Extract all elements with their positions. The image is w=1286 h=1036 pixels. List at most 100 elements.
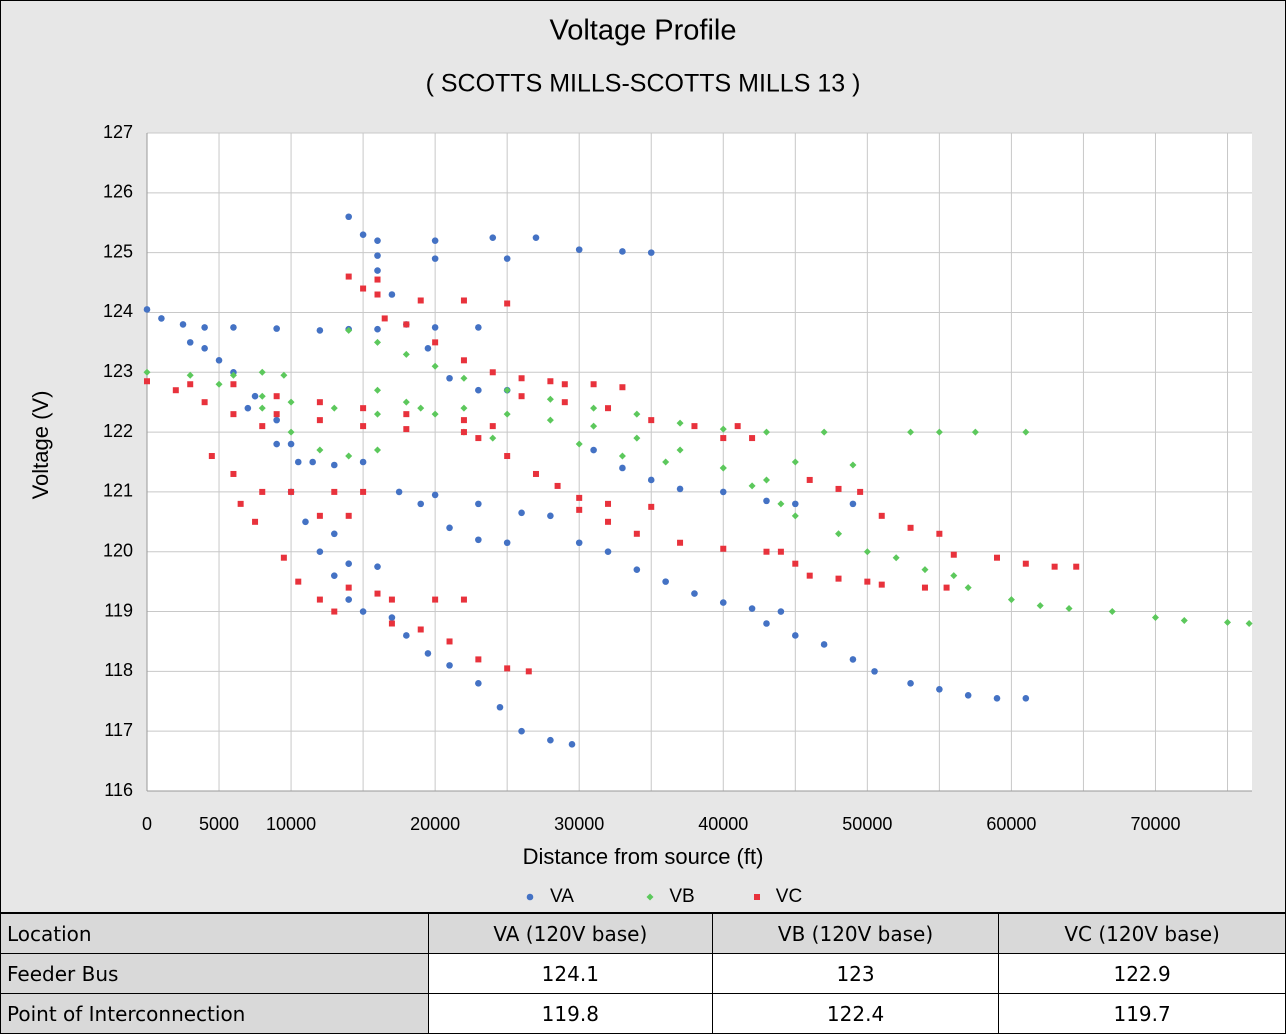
data-point [345, 326, 353, 334]
cell: 122.4 [711, 993, 1000, 1034]
y-tick-label: 123 [103, 361, 133, 381]
data-point [359, 458, 367, 466]
data-point [388, 596, 395, 603]
data-point [417, 404, 425, 412]
data-point [719, 464, 727, 472]
x-tick-label: 40000 [698, 814, 748, 834]
data-point [475, 500, 482, 508]
data-point [590, 446, 597, 454]
data-point [475, 656, 482, 663]
data-point [431, 362, 439, 370]
data-point [460, 357, 467, 364]
y-axis-label: Voltage (V) [28, 391, 53, 500]
legend-marker [526, 893, 534, 901]
legend-marker [754, 894, 760, 900]
data-point [251, 392, 259, 400]
data-point [460, 596, 467, 603]
data-point [878, 512, 885, 519]
data-point [374, 410, 382, 418]
data-point [892, 554, 900, 562]
data-point [849, 500, 857, 508]
data-point [619, 464, 626, 472]
data-point [1022, 560, 1029, 567]
data-point [503, 410, 511, 418]
data-point [252, 518, 259, 525]
data-point [590, 422, 598, 430]
data-point [835, 530, 843, 538]
data-point [857, 488, 864, 495]
data-point [575, 246, 583, 253]
data-point [258, 392, 266, 400]
data-point [374, 325, 381, 333]
data-point [777, 608, 785, 615]
data-point [316, 417, 323, 424]
cell: 123 [711, 953, 1000, 994]
table-row: Feeder Bus 124.1 123 122.9 [0, 953, 1286, 994]
data-point [763, 620, 770, 627]
data-point [575, 440, 583, 448]
data-point [719, 488, 727, 496]
data-point [273, 411, 280, 418]
data-point [475, 435, 482, 442]
data-point [403, 321, 410, 328]
data-point [388, 614, 396, 621]
legend-label: VB [669, 886, 694, 907]
data-point [907, 524, 914, 531]
summary-table: Location VA (120V base) VB (120V base) V… [0, 913, 1286, 1034]
data-point [633, 434, 641, 442]
data-point [201, 345, 208, 352]
data-point [792, 500, 799, 508]
x-tick-label: 20000 [410, 814, 460, 834]
data-point [431, 237, 439, 244]
data-point [590, 404, 598, 412]
data-point [749, 435, 756, 442]
x-tick-label: 60000 [986, 814, 1036, 834]
table-row: Point of Interconnection 119.8 122.4 119… [0, 993, 1286, 1034]
x-tick-label: 10000 [266, 814, 316, 834]
table-header: Location VA (120V base) VB (120V base) V… [0, 913, 1286, 954]
cell: 119.7 [998, 993, 1286, 1034]
data-point [546, 395, 554, 403]
y-tick-label: 118 [104, 660, 133, 680]
data-point [935, 428, 943, 436]
data-point [374, 237, 381, 244]
data-point [316, 327, 324, 334]
header-cell: VC (120V base) [998, 913, 1286, 954]
data-point [172, 387, 179, 394]
data-point [943, 584, 950, 591]
data-point [374, 291, 381, 298]
y-tick-label: 126 [103, 182, 133, 202]
data-point [907, 680, 914, 687]
data-point [1022, 694, 1030, 702]
data-point [374, 252, 381, 259]
data-point [547, 512, 554, 520]
y-tick-label: 127 [103, 122, 133, 142]
data-point [179, 321, 187, 328]
data-point [950, 551, 957, 558]
data-point [302, 518, 309, 526]
data-point [294, 458, 302, 466]
data-point [359, 231, 367, 238]
data-point [691, 590, 698, 597]
data-point [971, 428, 979, 436]
data-point [835, 575, 842, 582]
data-point [360, 423, 367, 430]
data-point [763, 548, 770, 555]
data-point [763, 497, 770, 505]
y-tick-label: 116 [104, 780, 133, 800]
data-point [309, 458, 316, 466]
data-point [330, 530, 338, 538]
data-point [547, 736, 554, 744]
header-cell: VB (120V base) [711, 913, 1000, 954]
data-point [546, 416, 554, 424]
data-point [417, 626, 424, 633]
data-point [388, 620, 395, 627]
data-point [330, 461, 338, 469]
data-point [489, 369, 496, 376]
chart-subtitle: ( SCOTTS MILLS-SCOTTS MILLS 13 ) [426, 70, 861, 98]
data-point [489, 434, 497, 442]
data-point [280, 554, 287, 561]
data-point [633, 530, 640, 537]
data-point [331, 608, 338, 615]
data-point [532, 234, 540, 241]
